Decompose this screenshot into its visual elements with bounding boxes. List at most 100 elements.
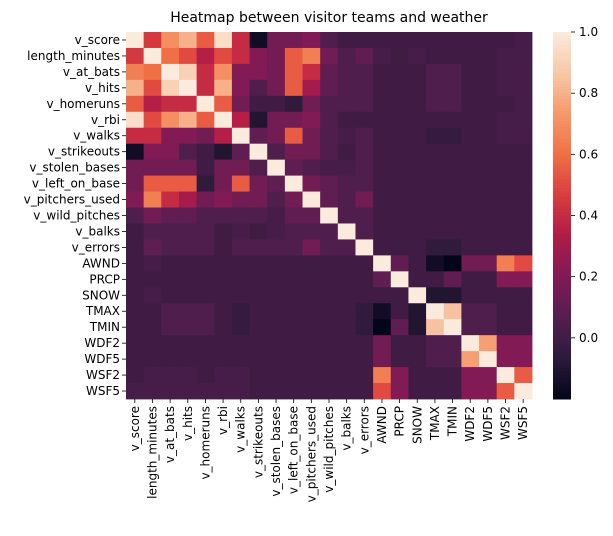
heatmap-cell — [443, 79, 462, 97]
heatmap-cell — [496, 319, 515, 336]
heatmap-cell — [479, 95, 498, 113]
colorbar-segment — [553, 135, 571, 140]
colorbar-segment — [553, 310, 571, 314]
heatmap-cell — [408, 111, 427, 129]
colorbar-segment — [553, 359, 571, 363]
heatmap-cell — [337, 159, 356, 177]
heatmap-cell — [214, 367, 233, 384]
colorbar-segment — [553, 285, 571, 290]
colorbar-segment — [553, 181, 571, 186]
heatmap-cell — [267, 191, 286, 208]
heatmap-cell — [320, 367, 339, 384]
y-tick-label: AWND — [82, 256, 120, 270]
heatmap-cell — [284, 335, 303, 352]
heatmap-cell — [143, 191, 162, 208]
colorbar-segment — [553, 337, 571, 342]
heatmap-cell — [231, 191, 250, 208]
colorbar-segment — [553, 395, 571, 400]
heatmap-cell — [249, 303, 268, 320]
heatmap-cell — [390, 47, 409, 65]
heatmap-cell — [302, 223, 321, 240]
colorbar-segment — [553, 126, 571, 131]
heatmap-cell — [126, 191, 145, 208]
heatmap-cell — [461, 335, 480, 352]
colorbar-segment — [553, 175, 571, 180]
heatmap-cell — [373, 287, 392, 304]
heatmap-cell — [178, 95, 198, 113]
heatmap-cell — [408, 239, 427, 256]
heatmap-cell — [514, 287, 533, 304]
heatmap-cell — [461, 63, 480, 81]
colorbar-segment — [553, 325, 571, 330]
y-tick-label: v_balks — [75, 224, 120, 238]
heatmap-cell — [126, 127, 145, 145]
heatmap-cell — [443, 207, 462, 224]
heatmap-cell — [161, 239, 180, 256]
heatmap-cell — [408, 383, 427, 400]
heatmap-cell — [284, 287, 303, 304]
heatmap-cell — [214, 191, 233, 208]
heatmap-cell — [249, 159, 268, 177]
heatmap-cell — [496, 159, 515, 177]
heatmap-cell — [426, 303, 445, 320]
colorbar-segment — [553, 68, 571, 73]
heatmap-cell — [443, 351, 462, 368]
colorbar-segment — [553, 80, 571, 85]
heatmap-cell — [231, 351, 250, 368]
heatmap-cell — [178, 79, 198, 97]
colorbar-segment — [553, 288, 571, 293]
heatmap-cell — [214, 175, 233, 192]
heatmap-cell — [461, 175, 480, 192]
heatmap-cell — [355, 32, 374, 49]
colorbar-segment — [553, 307, 571, 311]
heatmap-cell — [214, 159, 233, 177]
colorbar-segment — [553, 59, 571, 64]
heatmap-cell — [426, 175, 445, 192]
heatmap-cell — [178, 111, 198, 129]
colorbar-segment — [553, 157, 571, 161]
heatmap-cell — [161, 287, 180, 304]
heatmap-cell — [178, 47, 198, 65]
heatmap-cell — [408, 255, 427, 272]
heatmap-cell — [161, 79, 180, 97]
heatmap-cell — [426, 271, 445, 288]
heatmap-cell — [267, 319, 286, 336]
heatmap-cell — [496, 79, 515, 97]
colorbar-segment — [553, 35, 571, 39]
heatmap-cell — [479, 383, 498, 400]
heatmap-cell — [196, 223, 215, 240]
heatmap-cell — [231, 79, 250, 97]
x-tick-label: v_at_bats — [163, 406, 177, 463]
heatmap-cell — [426, 32, 445, 49]
heatmap-cell — [390, 95, 409, 113]
heatmap-cell — [249, 32, 268, 49]
colorbar-segment — [553, 151, 571, 155]
heatmap-cell — [408, 47, 427, 65]
heatmap-cell — [355, 239, 374, 256]
y-tick-label: v_score — [75, 33, 120, 47]
heatmap-cell — [320, 255, 339, 272]
heatmap-cell — [302, 207, 321, 224]
heatmap-cell — [249, 111, 268, 129]
heatmap-cell — [479, 335, 498, 352]
heatmap-cell — [126, 32, 145, 49]
heatmap-cell — [320, 79, 339, 97]
colorbar-segment — [553, 301, 571, 305]
heatmap-cell — [231, 143, 250, 161]
colorbar: 1.0 0.8 0.6 0.4 0.2 0.0 — [553, 25, 598, 400]
heatmap-cell — [126, 143, 145, 161]
heatmap-cell — [249, 143, 268, 161]
heatmap-cell — [514, 175, 533, 192]
heatmap-cell — [426, 239, 445, 256]
heatmap-cell — [496, 63, 515, 81]
colorbar-segment — [553, 154, 571, 158]
heatmap-cell — [461, 239, 480, 256]
x-tick-label: v_homeruns — [198, 406, 212, 480]
heatmap-cell — [337, 127, 356, 145]
heatmap-cell — [355, 351, 374, 368]
heatmap-cell — [143, 335, 162, 352]
heatmap-cell — [355, 175, 374, 192]
heatmap-cell — [479, 351, 498, 368]
heatmap-cell — [355, 271, 374, 288]
heatmap-cell — [143, 175, 162, 192]
